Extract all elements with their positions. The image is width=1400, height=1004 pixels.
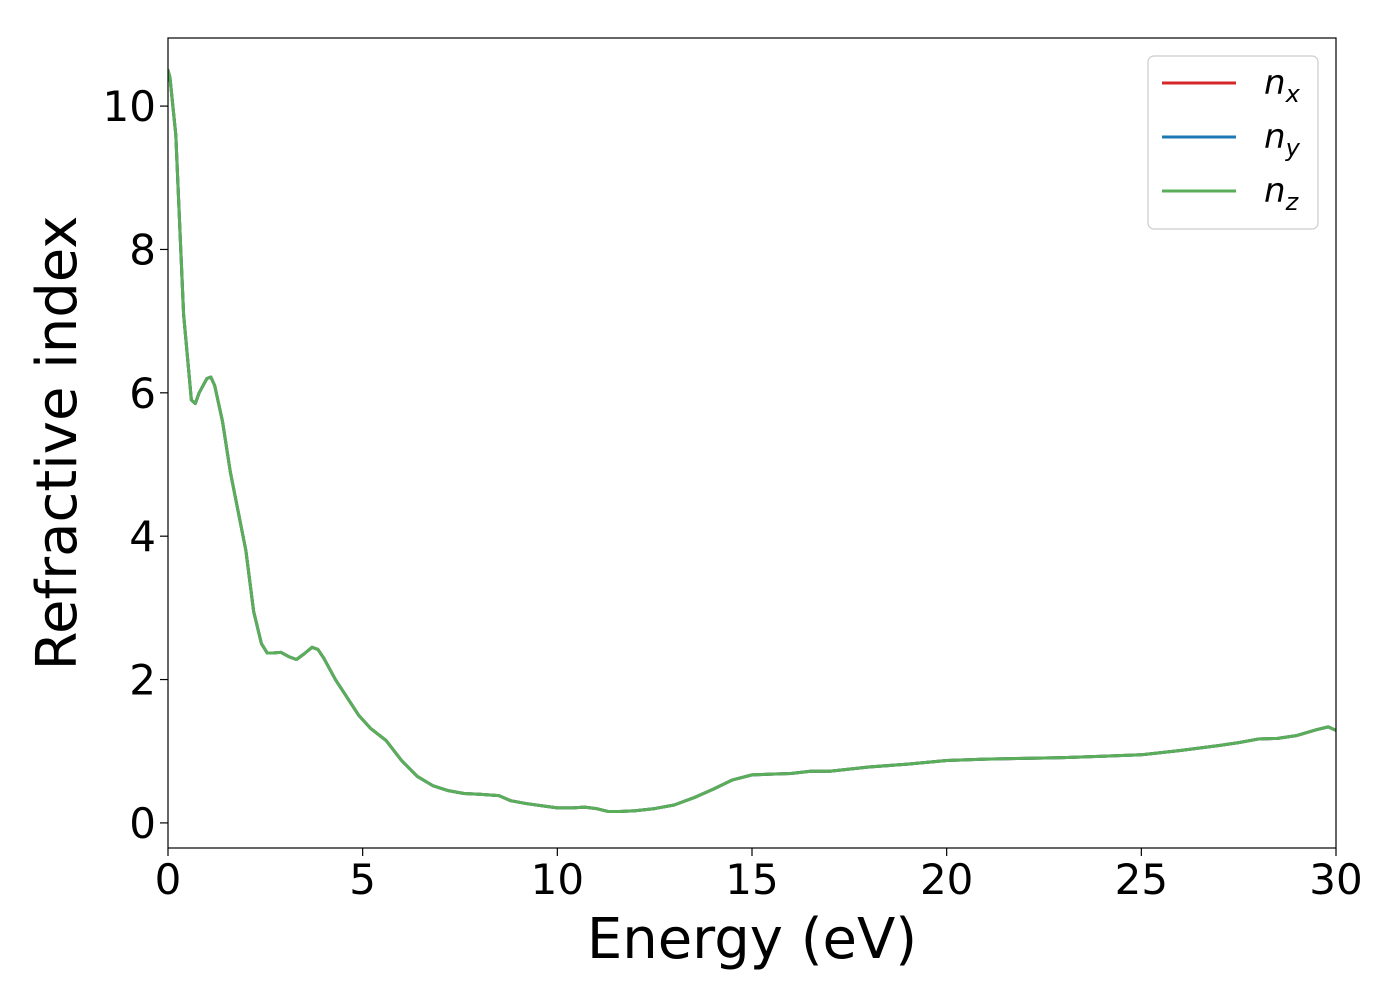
x-tick-label: 15 <box>725 855 778 904</box>
legend-label-subscript: z <box>1285 188 1300 216</box>
legend-label-y: ny <box>1264 117 1301 162</box>
y-tick-label: 10 <box>103 82 156 131</box>
legend-label-x: nx <box>1264 63 1301 108</box>
axes: 0 5 10 15 20 25 30 0 2 4 6 8 10 <box>103 37 1363 904</box>
x-tick-label: 5 <box>349 855 376 904</box>
y-tick-label: 2 <box>129 656 156 705</box>
legend-label-base: n <box>1264 117 1286 157</box>
y-tick-label: 8 <box>129 225 156 274</box>
plot-area <box>168 68 1336 813</box>
x-axis-title: Energy (eV) <box>587 907 917 972</box>
x-tick-label: 0 <box>155 855 182 904</box>
x-tick-label: 30 <box>1309 855 1362 904</box>
y-tick-label: 6 <box>129 369 156 418</box>
x-tick-label: 25 <box>1115 855 1168 904</box>
y-axis-title: Refractive index <box>25 216 90 671</box>
y-tick-label: 0 <box>129 799 156 848</box>
legend-label-subscript: y <box>1285 134 1301 162</box>
x-tick-label: 20 <box>920 855 973 904</box>
legend-label-subscript: x <box>1285 80 1301 108</box>
series-line-n-z <box>168 68 1336 813</box>
x-tick-label: 10 <box>531 855 584 904</box>
legend-box <box>1147 55 1319 230</box>
y-tick-label: 4 <box>129 512 156 561</box>
legend-label-base: n <box>1264 63 1286 103</box>
legend-label-z: nz <box>1264 171 1300 216</box>
legend-label-base: n <box>1264 171 1286 211</box>
